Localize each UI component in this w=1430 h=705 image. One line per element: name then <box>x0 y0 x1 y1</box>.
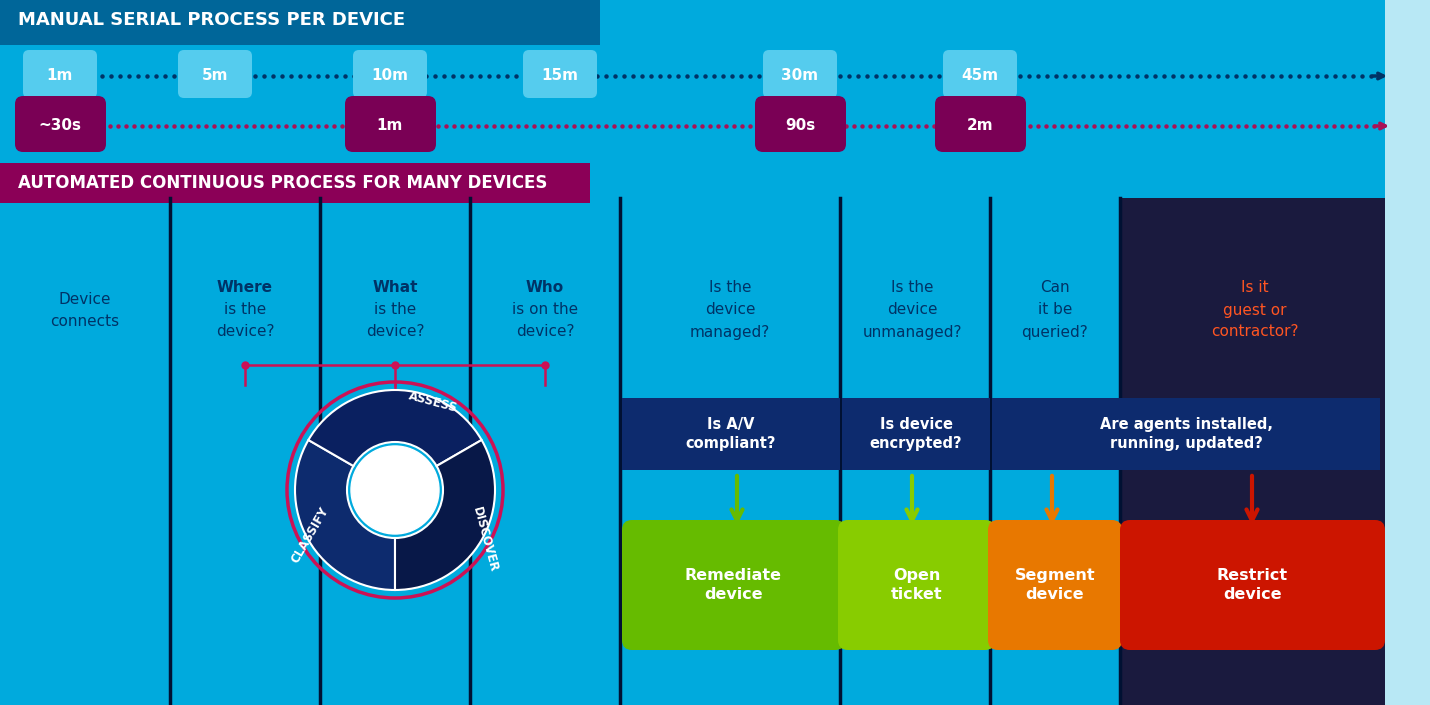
Wedge shape <box>309 390 482 466</box>
Text: Open
ticket: Open ticket <box>891 568 942 602</box>
FancyBboxPatch shape <box>838 520 995 650</box>
FancyBboxPatch shape <box>14 96 106 152</box>
Text: Remediate
device: Remediate device <box>685 568 782 602</box>
FancyBboxPatch shape <box>622 520 845 650</box>
Text: is on the: is on the <box>512 302 578 317</box>
FancyBboxPatch shape <box>523 50 596 98</box>
Text: queried?: queried? <box>1021 324 1088 340</box>
Text: CLASSIFY: CLASSIFY <box>289 505 332 565</box>
Text: it be: it be <box>1038 302 1072 317</box>
Text: 10m: 10m <box>372 68 409 83</box>
Text: Is the: Is the <box>891 281 934 295</box>
Text: device?: device? <box>366 324 425 340</box>
Text: 1m: 1m <box>378 118 403 133</box>
Wedge shape <box>295 440 395 590</box>
Text: Is the: Is the <box>709 281 751 295</box>
Text: Device: Device <box>59 291 112 307</box>
FancyBboxPatch shape <box>942 50 1017 98</box>
FancyBboxPatch shape <box>353 50 428 98</box>
Text: 45m: 45m <box>961 68 998 83</box>
Wedge shape <box>395 440 495 590</box>
FancyBboxPatch shape <box>177 50 252 98</box>
Bar <box>1386 0 1430 705</box>
Text: Who: Who <box>526 281 563 295</box>
Text: 15m: 15m <box>542 68 579 83</box>
FancyBboxPatch shape <box>935 96 1025 152</box>
Text: 90s: 90s <box>785 118 815 133</box>
Text: 1m: 1m <box>47 68 73 83</box>
Text: managed?: managed? <box>689 324 771 340</box>
Text: is the: is the <box>225 302 266 317</box>
Text: Are agents installed,
running, updated?: Are agents installed, running, updated? <box>1100 417 1273 451</box>
FancyBboxPatch shape <box>988 520 1123 650</box>
Text: 5m: 5m <box>202 68 229 83</box>
Text: ~30s: ~30s <box>39 118 82 133</box>
Bar <box>842 398 990 470</box>
FancyBboxPatch shape <box>1120 520 1386 650</box>
Text: Can: Can <box>1040 281 1070 295</box>
Bar <box>0 163 591 203</box>
Text: device?: device? <box>216 324 275 340</box>
Text: Is device
encrypted?: Is device encrypted? <box>869 417 962 451</box>
Text: Where: Where <box>217 281 273 295</box>
Bar <box>1120 198 1386 705</box>
Text: Is A/V
compliant?: Is A/V compliant? <box>686 417 776 451</box>
Text: device?: device? <box>516 324 575 340</box>
FancyBboxPatch shape <box>345 96 436 152</box>
Text: DISCOVER: DISCOVER <box>470 506 500 574</box>
FancyBboxPatch shape <box>764 50 837 98</box>
Text: connects: connects <box>50 314 120 329</box>
Bar <box>0 0 601 45</box>
Text: device: device <box>705 302 755 317</box>
Text: What: What <box>372 281 418 295</box>
Text: Restrict
device: Restrict device <box>1217 568 1288 602</box>
Bar <box>622 398 839 470</box>
Text: 30m: 30m <box>781 68 818 83</box>
FancyBboxPatch shape <box>23 50 97 98</box>
Text: Is it: Is it <box>1241 281 1268 295</box>
Text: unmanaged?: unmanaged? <box>862 324 962 340</box>
Text: ASSESS: ASSESS <box>408 389 459 415</box>
Text: device: device <box>887 302 937 317</box>
Text: guest or: guest or <box>1223 302 1287 317</box>
FancyBboxPatch shape <box>755 96 847 152</box>
Circle shape <box>350 446 439 534</box>
Text: MANUAL SERIAL PROCESS PER DEVICE: MANUAL SERIAL PROCESS PER DEVICE <box>19 11 405 29</box>
Text: contractor?: contractor? <box>1211 324 1298 340</box>
Text: AUTOMATED CONTINUOUS PROCESS FOR MANY DEVICES: AUTOMATED CONTINUOUS PROCESS FOR MANY DE… <box>19 174 548 192</box>
Text: Segment
device: Segment device <box>1015 568 1095 602</box>
Bar <box>992 398 1380 470</box>
Text: is the: is the <box>373 302 416 317</box>
Text: 2m: 2m <box>967 118 994 133</box>
